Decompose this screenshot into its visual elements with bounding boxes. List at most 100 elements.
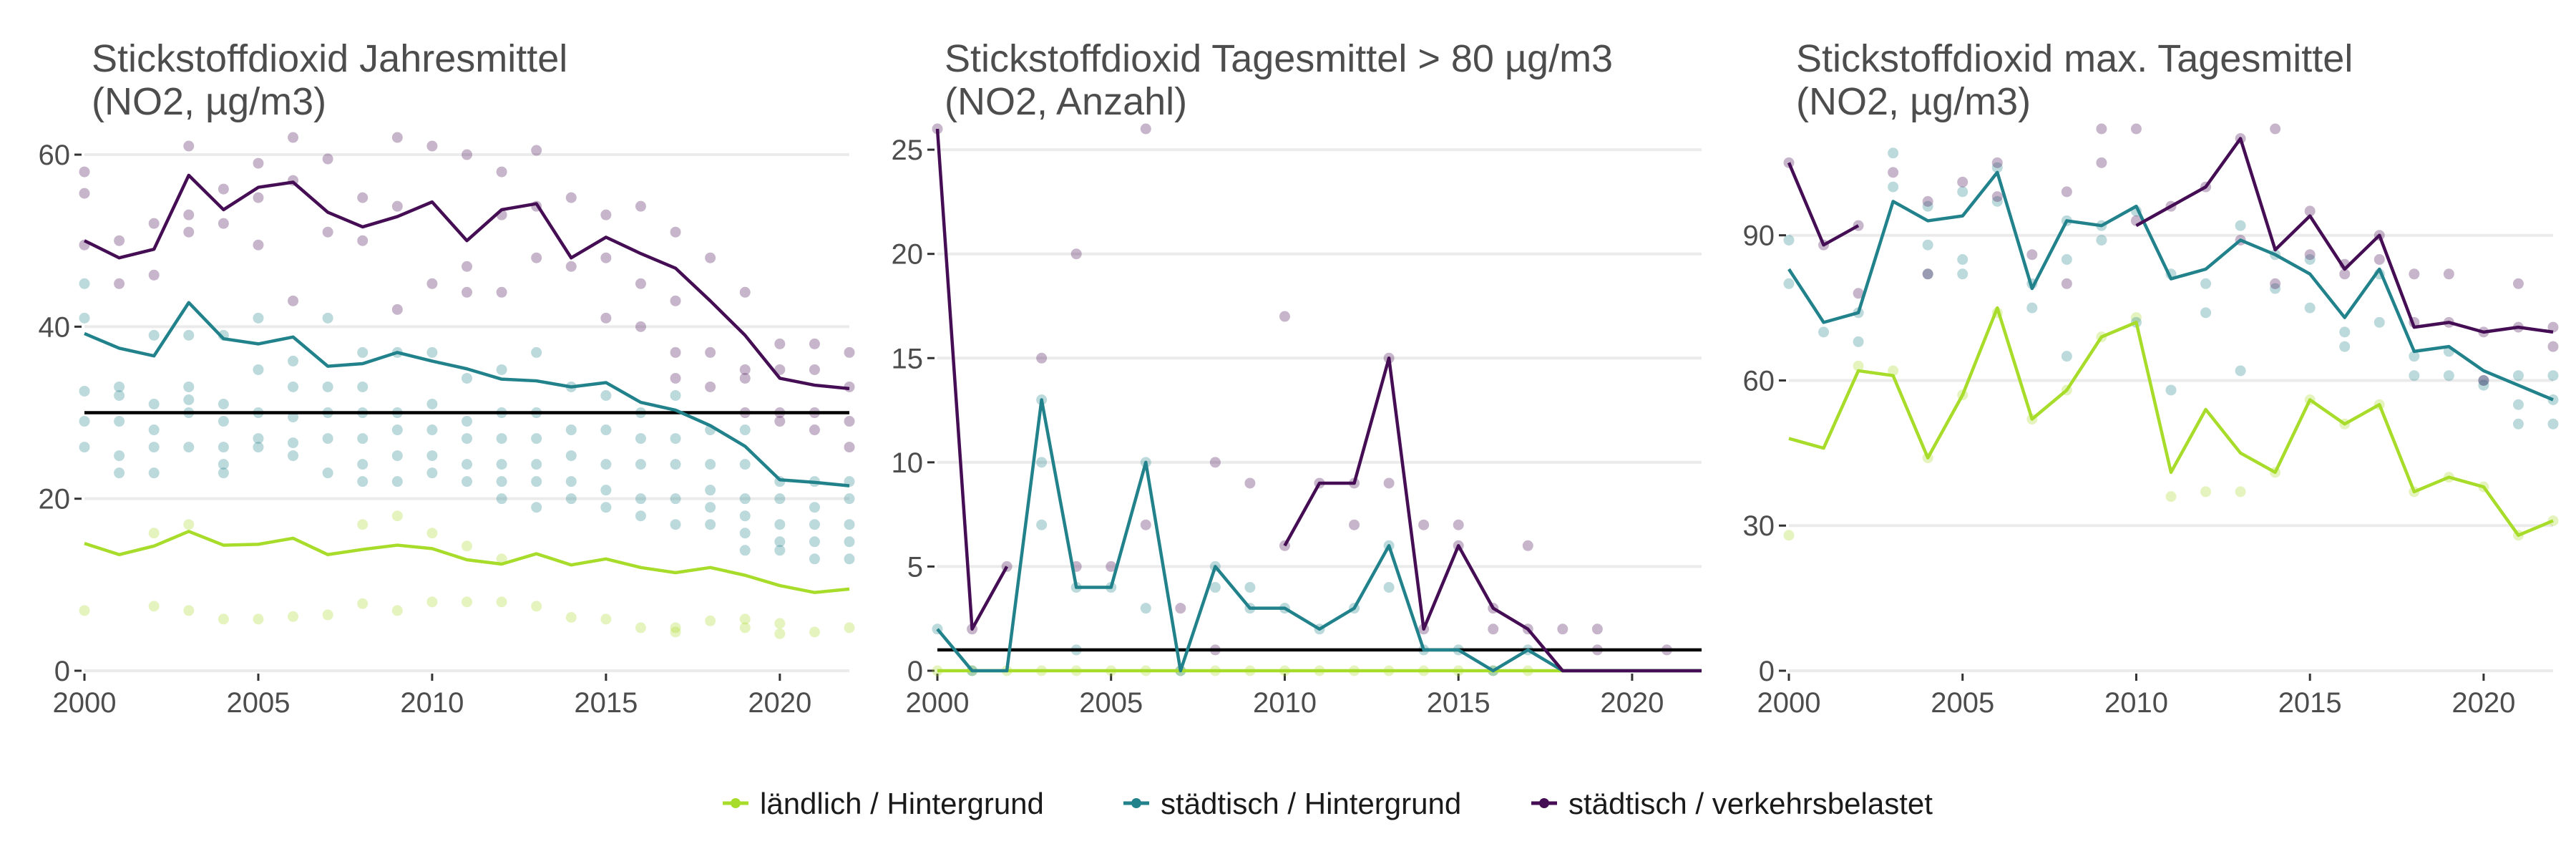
station-point	[114, 278, 125, 289]
station-point	[1991, 162, 2003, 173]
station-point	[2443, 268, 2454, 280]
station-point	[670, 433, 681, 445]
station-point	[183, 394, 195, 405]
station-point	[1383, 582, 1395, 593]
station-point	[705, 485, 716, 496]
station-point	[531, 459, 542, 470]
station-point	[114, 450, 125, 462]
station-point	[635, 459, 646, 470]
station-point	[1922, 239, 1933, 251]
station-point	[774, 628, 786, 639]
station-point	[565, 476, 577, 487]
station-point	[357, 598, 369, 609]
station-point	[600, 424, 612, 436]
station-point	[1070, 248, 1082, 260]
station-point	[1888, 181, 1899, 193]
station-point	[322, 226, 333, 238]
station-point	[391, 200, 403, 212]
station-point	[1922, 200, 1933, 212]
station-point	[600, 459, 612, 470]
x-tick-label: 2015	[574, 687, 638, 719]
legend-dot	[1131, 798, 1141, 808]
station-point	[774, 364, 786, 375]
station-point	[774, 618, 786, 629]
station-point	[357, 476, 369, 487]
station-point	[565, 424, 577, 436]
station-point	[705, 502, 716, 513]
station-point	[670, 493, 681, 505]
x-tick-label: 2005	[1931, 687, 1994, 719]
station-point	[1957, 186, 1968, 198]
station-point	[288, 412, 299, 423]
station-point	[2478, 379, 2489, 391]
station-point	[114, 381, 125, 392]
station-point	[2061, 186, 2072, 198]
station-point	[774, 545, 786, 556]
station-point	[635, 493, 646, 505]
x-tick-label: 2010	[400, 687, 464, 719]
station-point	[670, 622, 681, 634]
station-point	[253, 312, 264, 324]
station-point	[1991, 157, 2003, 168]
station-point	[1209, 582, 1221, 593]
station-point	[218, 416, 229, 427]
station-point	[1209, 457, 1221, 468]
station-point	[774, 493, 786, 505]
station-point	[218, 459, 229, 470]
station-point	[531, 502, 542, 513]
station-point	[218, 613, 229, 625]
station-point	[600, 613, 612, 625]
series-line-verkehr	[1283, 356, 1702, 673]
station-point	[288, 355, 299, 367]
station-points-laendlich	[1783, 307, 2559, 541]
station-point	[462, 596, 472, 608]
station-point	[2409, 370, 2420, 382]
series-line-verkehr	[1787, 162, 1860, 247]
station-point	[1853, 288, 1864, 299]
panel-title-line1: Stickstoffdioxid Jahresmittel	[92, 37, 567, 80]
x-tick-label: 2000	[1757, 687, 1821, 719]
station-point	[218, 467, 229, 479]
station-point	[322, 609, 333, 621]
station-point	[809, 519, 820, 530]
station-point	[391, 510, 403, 522]
legend-dot	[731, 798, 741, 808]
station-point	[531, 433, 542, 445]
station-point	[2478, 374, 2489, 386]
station-point	[705, 519, 716, 530]
station-point	[322, 467, 333, 479]
station-point	[2061, 351, 2072, 362]
legend: ländlich / Hintergrund städtisch / Hinter…	[723, 787, 1933, 820]
station-point	[2130, 312, 2142, 324]
panel-title-line2: (NO2, Anzahl)	[945, 80, 1187, 123]
station-point	[426, 467, 438, 479]
station-point	[496, 166, 507, 178]
station-point	[1036, 457, 1048, 468]
station-point	[774, 536, 786, 548]
station-point	[496, 433, 507, 445]
station-point	[288, 437, 299, 449]
station-point	[114, 389, 125, 401]
station-point	[1888, 147, 1899, 159]
station-point	[1106, 560, 1117, 572]
station-point	[79, 312, 90, 324]
y-tick-label: 0	[907, 656, 923, 687]
station-point	[148, 269, 160, 281]
station-point	[496, 286, 507, 298]
station-point	[1783, 278, 1795, 289]
station-point	[357, 381, 369, 392]
station-point	[288, 381, 299, 392]
station-point	[844, 519, 855, 530]
station-point	[600, 389, 612, 401]
station-point	[600, 485, 612, 496]
station-point	[531, 346, 542, 358]
station-point	[148, 601, 160, 612]
station-point	[739, 424, 751, 436]
station-point	[114, 467, 125, 479]
station-point	[600, 252, 612, 263]
series-line-verkehr	[84, 173, 850, 391]
station-points-staedtisch	[932, 394, 1533, 676]
station-point	[2512, 399, 2524, 410]
station-point	[322, 433, 333, 445]
